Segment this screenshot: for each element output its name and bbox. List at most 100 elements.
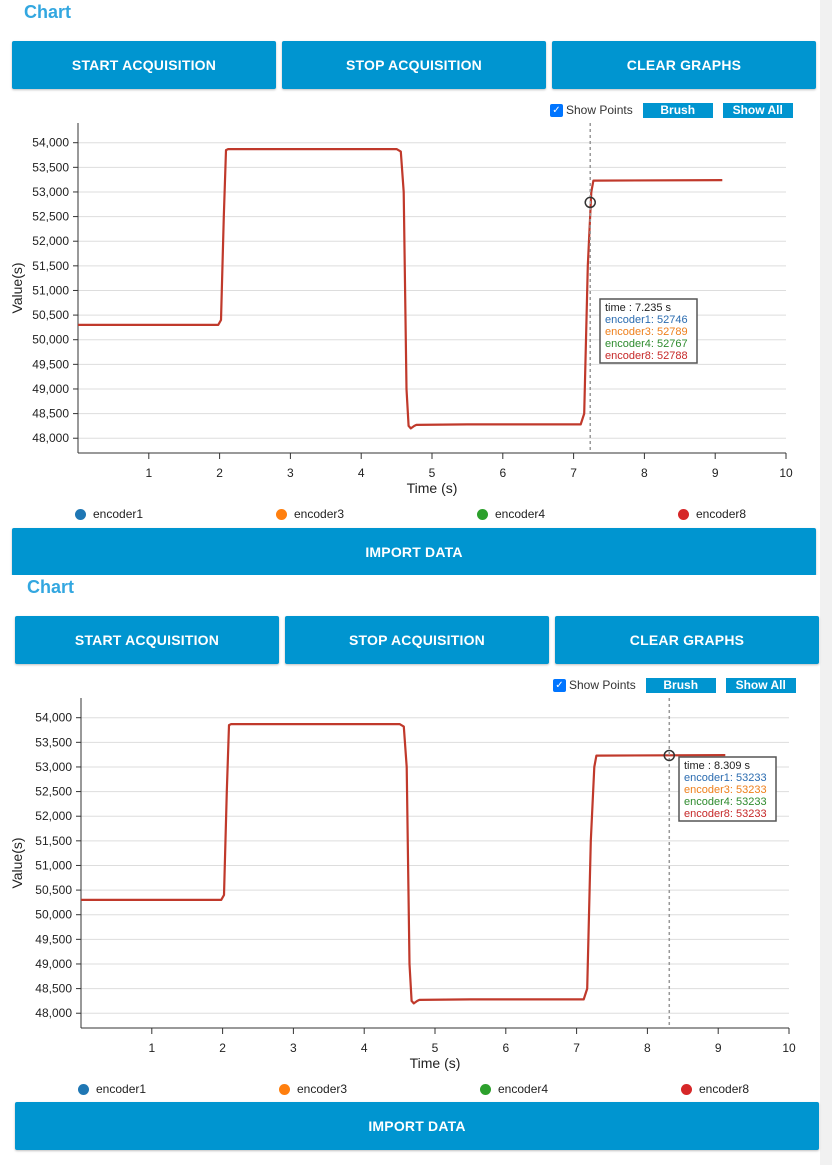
x-tick-label: 5 xyxy=(429,466,436,480)
legend-item-encoder3[interactable]: encoder3 xyxy=(276,507,344,521)
y-axis-label: Value(s) xyxy=(9,837,25,888)
y-tick-label: 53,500 xyxy=(35,735,72,749)
x-tick-label: 1 xyxy=(145,466,152,480)
x-tick-label: 9 xyxy=(712,466,719,480)
legend-item-encoder1[interactable]: encoder1 xyxy=(75,507,143,521)
legend-item-encoder8[interactable]: encoder8 xyxy=(678,507,746,521)
y-tick-label: 50,500 xyxy=(32,308,69,322)
show-points-label: Show Points xyxy=(569,678,636,692)
line-chart[interactable]: 48,000 48,500 49,000 49,500 50,000 50,500 51,0… xyxy=(0,575,820,1080)
y-tick-label: 51,500 xyxy=(35,834,72,848)
scrollbar-track[interactable] xyxy=(820,575,832,1165)
y-tick-label: 49,500 xyxy=(35,932,72,946)
chart-heading: Chart xyxy=(24,2,72,22)
x-tick-label: 4 xyxy=(358,466,365,480)
line-chart[interactable]: 48,000 48,500 49,000 49,500 50,000 50,500 51,0… xyxy=(0,0,820,505)
tooltip-time: time : 7.235 s xyxy=(605,302,672,314)
y-tick-label: 52,000 xyxy=(32,234,69,248)
cursor-marker xyxy=(584,196,596,209)
y-tick-label: 53,000 xyxy=(32,185,69,199)
chart-panel: Chart START ACQUISITION STOP ACQUISITION… xyxy=(0,0,832,576)
chart-heading: Chart xyxy=(27,577,75,597)
legend-item-encoder8[interactable]: encoder8 xyxy=(681,1082,749,1096)
tooltip-line: encoder8: 52788 xyxy=(605,350,688,362)
tooltip-time: time : 8.309 s xyxy=(684,760,751,772)
x-tick-label: 9 xyxy=(715,1041,722,1055)
tooltip-box xyxy=(678,756,777,822)
show-points-checkbox[interactable]: ✓ xyxy=(553,678,566,692)
y-tick-label: 53,500 xyxy=(32,160,69,174)
chart-legend: encoder1 encoder3 encoder4 encoder8 xyxy=(0,1082,820,1098)
brush-button[interactable]: Brush xyxy=(642,102,713,118)
stop-acquisition-button[interactable]: STOP ACQUISITION xyxy=(282,41,546,89)
y-tick-label: 52,500 xyxy=(32,210,69,224)
x-tick-label: 1 xyxy=(148,1041,155,1055)
legend-item-encoder4[interactable]: encoder4 xyxy=(477,507,545,521)
scrollbar-track[interactable] xyxy=(820,0,832,575)
tooltip-line: encoder4: 53233 xyxy=(684,796,767,808)
legend-dot-icon xyxy=(681,1083,692,1095)
y-tick-label: 48,500 xyxy=(32,407,69,421)
legend-label: encoder1 xyxy=(96,1082,147,1096)
y-tick-label: 51,000 xyxy=(32,283,69,297)
legend-item-encoder1[interactable]: encoder1 xyxy=(78,1082,146,1096)
y-tick-label: 48,000 xyxy=(35,1006,72,1020)
clear-graphs-button[interactable]: CLEAR GRAPHS xyxy=(552,41,816,89)
tooltip-line: encoder1: 52746 xyxy=(605,314,688,326)
cursor-marker xyxy=(663,749,676,762)
legend-item-encoder4[interactable]: encoder4 xyxy=(480,1082,548,1096)
y-tick-label: 50,000 xyxy=(32,333,69,347)
show-points-label: Show Points xyxy=(566,103,633,117)
y-axis-label: Value(s) xyxy=(9,262,25,313)
chart-panel: Chart START ACQUISITION STOP ACQUISITION… xyxy=(0,575,832,1165)
y-tick-label: 50,000 xyxy=(35,908,72,922)
start-acquisition-button[interactable]: START ACQUISITION xyxy=(15,616,279,664)
legend-label: encoder1 xyxy=(93,507,144,521)
legend-dot-icon xyxy=(276,508,287,520)
y-tick-label: 49,000 xyxy=(35,957,72,971)
show-points-checkbox[interactable]: ✓ xyxy=(550,103,563,117)
x-axis-label: Time (s) xyxy=(410,1055,461,1071)
legend-dot-icon xyxy=(477,508,488,520)
legend-label: encoder4 xyxy=(498,1082,549,1096)
brush-button[interactable]: Brush xyxy=(645,677,716,693)
tooltip-line: encoder8: 53233 xyxy=(684,808,767,820)
y-tick-label: 54,000 xyxy=(35,711,72,725)
series-line-encoder8 xyxy=(81,723,726,1005)
y-tick-label: 49,500 xyxy=(32,357,69,371)
chart-controls: ✓ Show Points Brush Show All xyxy=(550,101,793,119)
x-tick-label: 4 xyxy=(361,1041,368,1055)
show-all-button[interactable]: Show All xyxy=(725,677,796,693)
legend-dot-icon xyxy=(279,1083,290,1095)
show-all-button[interactable]: Show All xyxy=(722,102,793,118)
start-acquisition-button[interactable]: START ACQUISITION xyxy=(12,41,276,89)
x-tick-label: 7 xyxy=(573,1041,580,1055)
import-data-button[interactable]: IMPORT DATA xyxy=(15,1102,819,1150)
tooltip-line: encoder3: 53233 xyxy=(684,784,767,796)
x-tick-label: 3 xyxy=(290,1041,297,1055)
y-tick-label: 51,000 xyxy=(35,858,72,872)
y-tick-label: 48,000 xyxy=(32,431,69,445)
import-data-button[interactable]: IMPORT DATA xyxy=(12,528,816,576)
legend-dot-icon xyxy=(678,508,689,520)
y-tick-label: 50,500 xyxy=(35,883,72,897)
x-tick-label: 6 xyxy=(502,1041,509,1055)
y-tick-label: 53,000 xyxy=(35,760,72,774)
stop-acquisition-button[interactable]: STOP ACQUISITION xyxy=(285,616,549,664)
legend-dot-icon xyxy=(75,508,86,520)
legend-label: encoder3 xyxy=(294,507,345,521)
tooltip-box xyxy=(599,298,698,364)
x-axis-label: Time (s) xyxy=(407,480,458,496)
x-tick-label: 8 xyxy=(641,466,648,480)
y-tick-label: 48,500 xyxy=(35,982,72,996)
series-line-encoder8 xyxy=(78,148,723,430)
legend-item-encoder3[interactable]: encoder3 xyxy=(279,1082,347,1096)
clear-graphs-button[interactable]: CLEAR GRAPHS xyxy=(555,616,819,664)
y-tick-label: 49,000 xyxy=(32,382,69,396)
y-tick-label: 54,000 xyxy=(32,136,69,150)
y-tick-label: 52,500 xyxy=(35,785,72,799)
x-tick-label: 10 xyxy=(779,466,793,480)
y-tick-label: 51,500 xyxy=(32,259,69,273)
